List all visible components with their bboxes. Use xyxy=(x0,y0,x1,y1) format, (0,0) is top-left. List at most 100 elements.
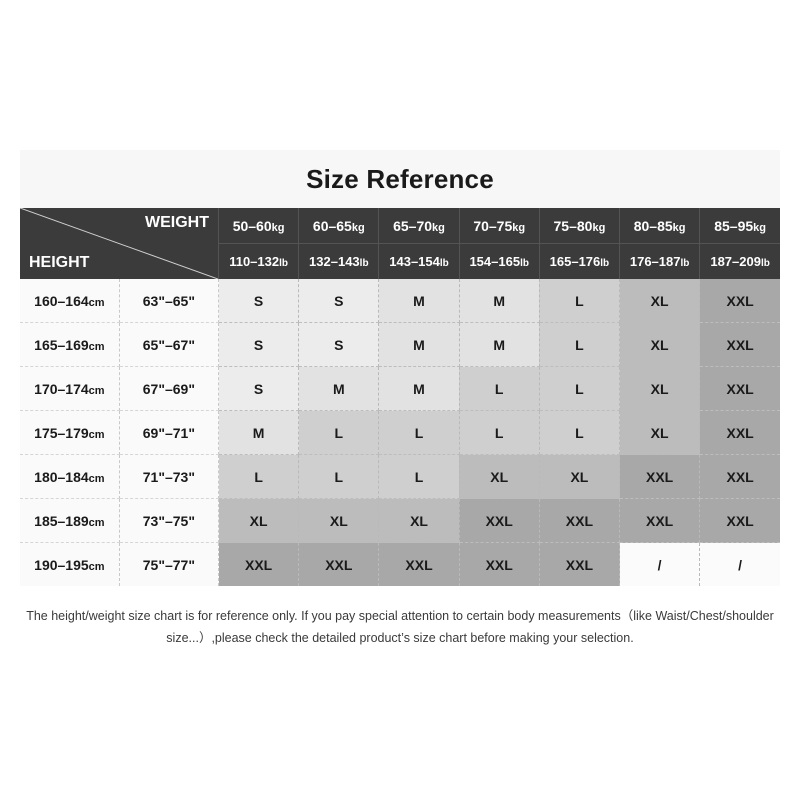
size-cell: XXL xyxy=(619,454,701,499)
unit-kg: kg xyxy=(432,221,445,234)
unit-kg: kg xyxy=(592,221,606,234)
page-title: Size Reference xyxy=(306,163,494,194)
height-cm-value: 160–164 xyxy=(34,292,89,309)
header-corner-cell: WEIGHT HEIGHT xyxy=(20,208,219,279)
size-cell: XL xyxy=(619,279,701,323)
unit-kg: kg xyxy=(753,221,766,234)
weight-header-lb-3: 143–154lb xyxy=(378,243,460,279)
unit-kg: kg xyxy=(351,221,365,234)
size-cell: L xyxy=(378,410,460,455)
height-inch-cell: 63"–65" xyxy=(119,279,220,323)
table-row: 180–184cm 71"–73" L L L XL XL XXL XXL xyxy=(20,454,780,499)
size-cell: S xyxy=(298,279,380,323)
height-cm-value: 170–174 xyxy=(34,380,89,397)
weight-lb-value: 154–165 xyxy=(469,254,521,269)
unit-cm: cm xyxy=(88,428,105,441)
weight-header-kg-7: 85–95kg xyxy=(699,208,780,244)
weight-lb-value: 132–143 xyxy=(309,254,360,269)
weight-kg-value: 80–85 xyxy=(633,217,673,234)
height-inch-cell: 69"–71" xyxy=(119,410,220,455)
size-cell: XL xyxy=(619,322,701,367)
chart-title-band: Size Reference xyxy=(20,150,780,208)
height-cm-value: 190–195 xyxy=(34,556,89,573)
size-cell: XXL xyxy=(298,542,380,586)
unit-lb: lb xyxy=(760,258,770,269)
size-cell: L xyxy=(218,454,300,499)
size-cell: XL xyxy=(539,454,621,499)
unit-cm: cm xyxy=(88,516,105,529)
weight-header-lb-7: 187–209lb xyxy=(699,243,780,279)
size-cell: XXL xyxy=(459,498,540,543)
height-cm-cell: 160–164cm xyxy=(20,279,120,323)
size-cell: XXL xyxy=(699,454,780,499)
size-cell: L xyxy=(539,279,621,323)
weight-kg-value: 65–70 xyxy=(393,217,433,234)
height-inch-cell: 71"–73" xyxy=(119,454,220,499)
size-cell: XL xyxy=(619,366,701,411)
unit-lb: lb xyxy=(680,258,690,269)
unit-cm: cm xyxy=(88,472,105,485)
size-cell: XXL xyxy=(699,366,780,411)
height-cm-cell: 175–179cm xyxy=(20,410,120,455)
unit-kg: kg xyxy=(672,221,686,234)
weight-header-kg-1: 50–60kg xyxy=(217,208,299,244)
header-row-kg: WEIGHT HEIGHT 50–60kg 60–65kg 65–70kg 70… xyxy=(20,208,780,279)
height-cm-cell: 190–195cm xyxy=(20,542,120,586)
size-cell: XXL xyxy=(539,542,621,586)
size-cell: L xyxy=(539,322,621,367)
size-cell: S xyxy=(218,322,300,367)
size-cell: M xyxy=(378,279,460,323)
size-cell: S xyxy=(218,279,300,323)
weight-kg-value: 70–75 xyxy=(473,217,513,234)
weight-header-lb-1: 110–132lb xyxy=(217,243,299,279)
size-cell: XXL xyxy=(378,542,460,586)
weight-header-lb-6: 176–187lb xyxy=(619,243,700,279)
table-row: 185–189cm 73"–75" XL XL XL XXL XXL XXL XXL xyxy=(20,498,780,543)
unit-lb: lb xyxy=(439,258,449,269)
weight-header-lb-4: 154–165lb xyxy=(458,243,540,279)
size-cell: L xyxy=(298,410,380,455)
unit-cm: cm xyxy=(88,384,105,397)
unit-cm: cm xyxy=(88,296,105,309)
size-cell: L xyxy=(459,366,540,411)
size-cell: XXL xyxy=(699,498,780,543)
table-row: 170–174cm 67"–69" S M M L L XL XXL xyxy=(20,366,780,411)
weight-header-lb-2: 132–143lb xyxy=(298,243,379,279)
size-cell: XXL xyxy=(539,498,621,543)
size-cell: M xyxy=(298,366,380,411)
size-cell: S xyxy=(218,366,300,411)
size-cell: XXL xyxy=(619,498,701,543)
size-cell: XXL xyxy=(218,542,300,586)
weight-header-kg-6: 80–85kg xyxy=(619,208,700,244)
unit-lb: lb xyxy=(279,258,288,269)
unit-lb: lb xyxy=(520,258,529,269)
size-reference-chart: Size Reference WEIGHT HEIGHT 50–60kg 60–… xyxy=(20,150,780,586)
size-cell: S xyxy=(298,322,380,367)
size-table: WEIGHT HEIGHT 50–60kg 60–65kg 65–70kg 70… xyxy=(20,208,780,586)
footnote-text: The height/weight size chart is for refe… xyxy=(26,609,774,645)
weight-lb-value: 176–187 xyxy=(629,254,681,269)
weight-kg-value: 75–80 xyxy=(553,217,593,234)
size-cell: M xyxy=(218,410,300,455)
unit-lb: lb xyxy=(600,258,610,269)
height-cm-value: 180–184 xyxy=(34,468,89,485)
table-row: 175–179cm 69"–71" M L L L L XL XXL xyxy=(20,410,780,455)
weight-lb-value: 110–132 xyxy=(229,254,280,269)
unit-lb: lb xyxy=(359,258,369,269)
unit-cm: cm xyxy=(88,340,105,353)
weight-lb-value: 187–209 xyxy=(710,254,761,269)
size-cell: XL xyxy=(378,498,460,543)
unit-cm: cm xyxy=(88,560,105,573)
weight-axis-label: WEIGHT xyxy=(145,214,209,231)
size-cell: XL xyxy=(218,498,300,543)
size-cell: XL xyxy=(459,454,540,499)
size-table-body: WEIGHT HEIGHT 50–60kg 60–65kg 65–70kg 70… xyxy=(20,208,780,586)
height-inch-cell: 73"–75" xyxy=(119,498,220,543)
unit-kg: kg xyxy=(512,221,526,234)
size-cell: XXL xyxy=(699,410,780,455)
height-cm-value: 175–179 xyxy=(34,424,89,441)
height-cm-value: 165–169 xyxy=(34,336,89,353)
size-cell: XL xyxy=(619,410,701,455)
header-row-lb: 110–132lb 132–143lb 143–154lb 154–165lb … xyxy=(20,243,780,279)
